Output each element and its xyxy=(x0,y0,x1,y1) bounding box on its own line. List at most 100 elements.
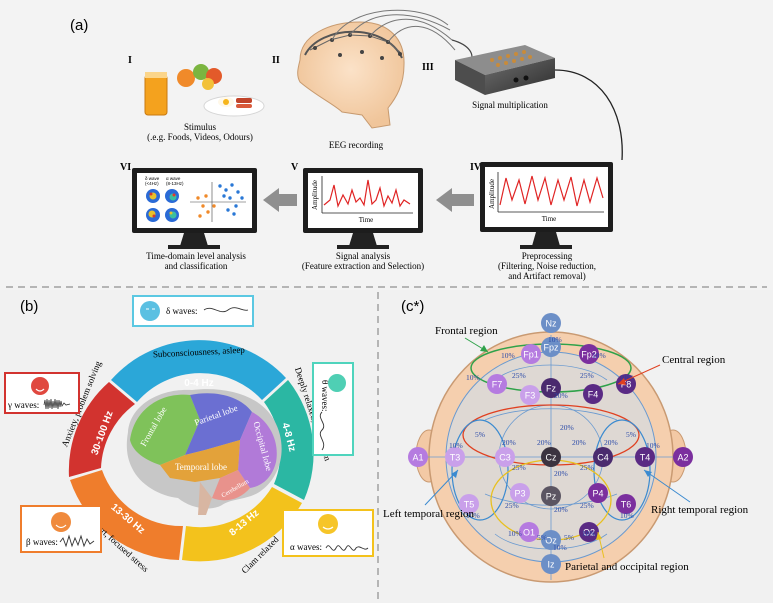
electrode-label-cz: Cz xyxy=(546,453,557,463)
electrode-cz xyxy=(541,447,561,467)
svg-text:10%: 10% xyxy=(501,351,515,360)
step-v-roman: V xyxy=(291,162,299,173)
juice-glass-icon xyxy=(144,74,168,116)
left-temporal-region-label: Left temporal region xyxy=(383,508,475,520)
filtered-signal-line xyxy=(323,179,411,209)
stimulus-step: I Stimulus (.e.g. Foods, Videos, Odours) xyxy=(128,55,265,142)
theta-band-segment xyxy=(264,380,314,500)
delta-wave-box: δ waves: xyxy=(132,295,254,327)
electrode-label-t4: T4 xyxy=(640,453,651,463)
svg-text:25%: 25% xyxy=(505,501,519,510)
electrode-fp1 xyxy=(521,344,541,364)
step-vi-roman: VI xyxy=(120,162,131,173)
svg-text:20%: 20% xyxy=(554,505,568,514)
svg-text:10%: 10% xyxy=(548,335,562,344)
electrode-label-f4: F4 xyxy=(588,390,599,400)
beta-band-segment xyxy=(70,470,183,560)
svg-text:(<4Hz): (<4Hz) xyxy=(145,181,159,186)
percent-labels: 10% 10% 10% 10% 10% 25% 25% 20% 20% 20% … xyxy=(449,335,660,552)
iv-xlabel: Time xyxy=(542,215,557,223)
electrode-p3 xyxy=(510,483,530,503)
occipital-lobe xyxy=(238,412,277,488)
signal-cable xyxy=(554,69,623,161)
panel-a-label: (a) xyxy=(70,17,88,34)
electrode-label-p3: P3 xyxy=(514,489,525,499)
electrode-label-c3: C3 xyxy=(499,453,511,463)
v-ylabel: Amplitude xyxy=(311,180,319,210)
electrode-nz xyxy=(541,313,561,333)
svg-text:25%: 25% xyxy=(512,463,526,472)
orange-icon xyxy=(177,69,195,87)
electrode-t3 xyxy=(445,447,465,467)
delta-freq-label: 0-4 Hz xyxy=(184,378,213,389)
theta-wave-box: θ waves: xyxy=(312,362,354,456)
scatter-points-orange xyxy=(196,194,216,218)
step-iii-roman: III xyxy=(422,62,434,73)
electrode-iz xyxy=(541,554,561,574)
alpha-wave-box: α waves: xyxy=(282,509,374,557)
svg-text:(8-13Hz): (8-13Hz) xyxy=(166,181,184,186)
raw-signal-line xyxy=(499,175,604,207)
brain-stem xyxy=(198,482,212,515)
step-iv-roman: IV xyxy=(470,162,482,173)
delta-wave-label: δ waves: xyxy=(166,306,197,316)
delta-state-label: Subconsciousness, asleep xyxy=(153,345,246,360)
electrode-o1 xyxy=(519,522,539,542)
electrode-fp2 xyxy=(579,344,599,364)
panel-b-label: (b) xyxy=(20,298,38,315)
svg-text:10%: 10% xyxy=(449,441,463,450)
iv-ylabel: Amplitude xyxy=(488,179,496,209)
alpha-band-segment xyxy=(182,487,302,562)
electrode-label-c4: C4 xyxy=(597,453,609,463)
svg-text:5%: 5% xyxy=(626,430,636,439)
electrode-p4 xyxy=(588,483,608,503)
electrode-label-fpz: Fpz xyxy=(543,343,559,353)
electrode-t6 xyxy=(616,494,636,514)
arrow-iv-to-v xyxy=(436,188,474,212)
right-temporal-region-label: Right temporal region xyxy=(651,504,749,516)
parietal-lobe xyxy=(185,393,252,455)
theta-waveform xyxy=(319,411,325,451)
svg-text:25%: 25% xyxy=(512,371,526,380)
amplifier-box-icon xyxy=(455,45,555,75)
frontal-lobe xyxy=(130,394,200,465)
electrode-f3 xyxy=(520,385,540,405)
cerebellum xyxy=(212,470,250,501)
svg-text:20%: 20% xyxy=(604,438,618,447)
electrode-label-f7: F7 xyxy=(492,380,503,390)
svg-text:25%: 25% xyxy=(580,463,594,472)
svg-text:20%: 20% xyxy=(572,438,586,447)
electrode-label-fp2: Fp2 xyxy=(581,350,597,360)
step-iv-title: Preprocessing xyxy=(522,251,573,261)
svg-text:25%: 25% xyxy=(580,371,594,380)
parietal-occipital-region-label: Parietal and occipital region xyxy=(565,561,689,573)
plate-icon xyxy=(203,95,265,117)
svg-text:10%: 10% xyxy=(466,373,480,382)
monitor-iv: IV Amplitude Time Preprocessing (Filteri… xyxy=(470,162,613,281)
svg-text:10%: 10% xyxy=(508,529,522,538)
left-temporal-outline xyxy=(451,419,509,521)
bacon-icon xyxy=(236,98,252,103)
amplifier-step: III Signal multiplication xyxy=(422,45,623,161)
svg-text:10%: 10% xyxy=(466,511,480,520)
calm-face-icon xyxy=(328,374,346,392)
svg-text:10%: 10% xyxy=(582,529,596,538)
electrode-oz xyxy=(541,530,561,550)
head-profile-icon xyxy=(297,21,405,129)
step-iv-subtitle-2: and Artifact removal) xyxy=(508,271,585,281)
step-ii-title: EEG recording xyxy=(329,140,384,150)
svg-text:5%: 5% xyxy=(537,533,547,542)
electrode-fz xyxy=(541,378,561,398)
electrode-label-f8: F8 xyxy=(621,380,632,390)
temporal-lobe xyxy=(160,440,240,482)
svg-text:10%: 10% xyxy=(553,543,567,552)
frontal-region-label: Frontal region xyxy=(435,325,498,337)
alpha-waveform xyxy=(325,545,369,551)
electrode-f4 xyxy=(583,384,603,404)
gamma-wave-box: γ waves: xyxy=(4,372,80,414)
sleeping-face-icon xyxy=(140,301,160,321)
svg-text:5%: 5% xyxy=(564,533,574,542)
electrode-label-oz: Oz xyxy=(545,536,557,546)
step-i-title: Stimulus xyxy=(184,122,217,132)
panel-c-label: (c*) xyxy=(401,298,424,315)
